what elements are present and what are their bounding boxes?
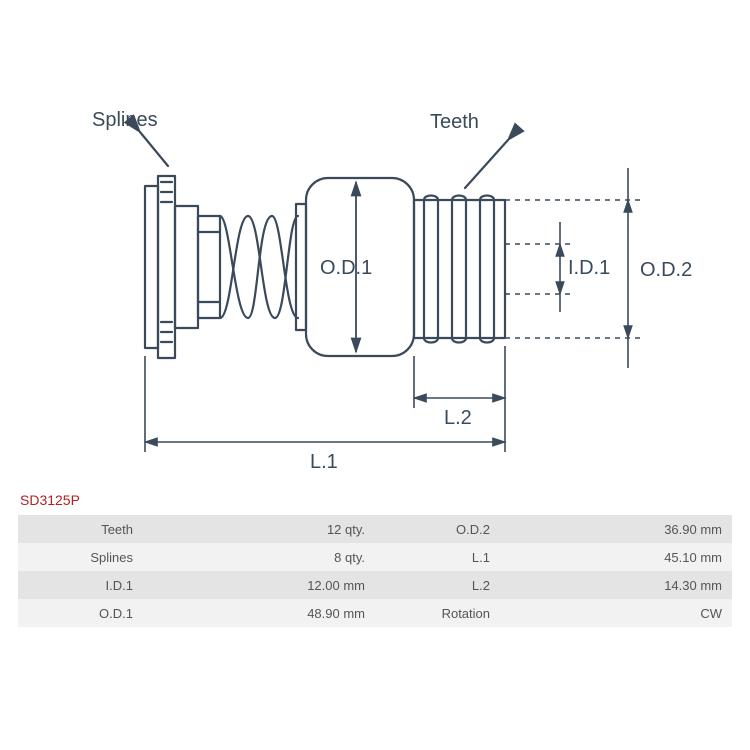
drawing-svg: Splines Teeth O.D.1 O.D.2 I.D.1 L.2 L.1 <box>0 0 750 510</box>
spec-label: L.1 <box>375 543 500 571</box>
label-id1: I.D.1 <box>568 257 610 279</box>
spec-row: Teeth 12 qty. O.D.2 36.90 mm <box>18 515 732 543</box>
technical-drawing: Splines Teeth O.D.1 O.D.2 I.D.1 L.2 L.1 <box>0 0 750 510</box>
spec-label: O.D.1 <box>18 599 143 627</box>
label-teeth: Teeth <box>430 111 479 133</box>
spec-row: Splines 8 qty. L.1 45.10 mm <box>18 543 732 571</box>
label-splines: Splines <box>92 109 158 131</box>
label-od2: O.D.2 <box>640 259 692 281</box>
spec-value: 14.30 mm <box>500 571 732 599</box>
spec-table: Teeth 12 qty. O.D.2 36.90 mm Splines 8 q… <box>18 515 732 627</box>
spec-value: 36.90 mm <box>500 515 732 543</box>
label-l2: L.2 <box>444 407 472 429</box>
label-od1: O.D.1 <box>320 257 372 279</box>
spec-row: I.D.1 12.00 mm L.2 14.30 mm <box>18 571 732 599</box>
spec-label: L.2 <box>375 571 500 599</box>
spec-value: CW <box>500 599 732 627</box>
spec-value: 8 qty. <box>143 543 375 571</box>
spec-row: O.D.1 48.90 mm Rotation CW <box>18 599 732 627</box>
spec-label: Rotation <box>375 599 500 627</box>
spec-label: I.D.1 <box>18 571 143 599</box>
part-code: SD3125P <box>20 492 80 508</box>
spec-label: Splines <box>18 543 143 571</box>
label-l1: L.1 <box>310 451 338 473</box>
spec-label: O.D.2 <box>375 515 500 543</box>
spec-label: Teeth <box>18 515 143 543</box>
spec-value: 12 qty. <box>143 515 375 543</box>
spec-value: 45.10 mm <box>500 543 732 571</box>
spec-value: 12.00 mm <box>143 571 375 599</box>
spec-value: 48.90 mm <box>143 599 375 627</box>
